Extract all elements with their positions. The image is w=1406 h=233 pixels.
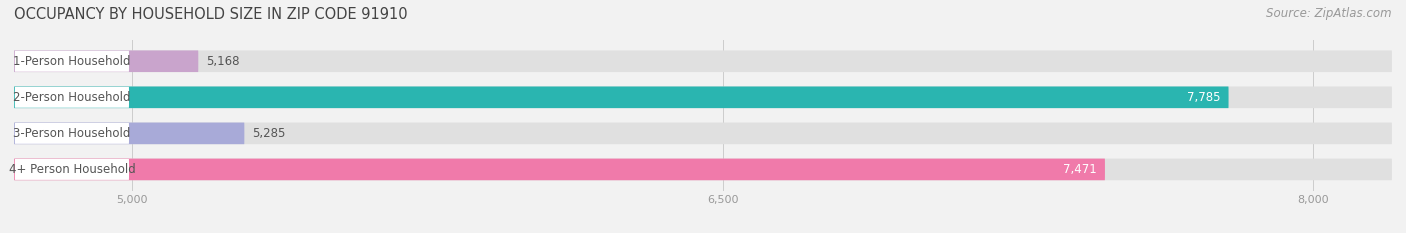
FancyBboxPatch shape xyxy=(14,123,1392,144)
FancyBboxPatch shape xyxy=(14,50,198,72)
FancyBboxPatch shape xyxy=(14,159,1105,180)
FancyBboxPatch shape xyxy=(15,123,129,144)
Text: 4+ Person Household: 4+ Person Household xyxy=(8,163,135,176)
Text: 3-Person Household: 3-Person Household xyxy=(13,127,131,140)
FancyBboxPatch shape xyxy=(15,159,129,180)
FancyBboxPatch shape xyxy=(14,50,1392,72)
Text: 1-Person Household: 1-Person Household xyxy=(13,55,131,68)
Text: 7,785: 7,785 xyxy=(1187,91,1220,104)
FancyBboxPatch shape xyxy=(14,86,1229,108)
FancyBboxPatch shape xyxy=(14,123,245,144)
FancyBboxPatch shape xyxy=(14,159,1392,180)
FancyBboxPatch shape xyxy=(15,87,129,108)
Text: 5,168: 5,168 xyxy=(207,55,239,68)
FancyBboxPatch shape xyxy=(14,86,1392,108)
FancyBboxPatch shape xyxy=(15,51,129,72)
Text: Source: ZipAtlas.com: Source: ZipAtlas.com xyxy=(1267,7,1392,20)
Text: 5,285: 5,285 xyxy=(252,127,285,140)
Text: 2-Person Household: 2-Person Household xyxy=(13,91,131,104)
Text: OCCUPANCY BY HOUSEHOLD SIZE IN ZIP CODE 91910: OCCUPANCY BY HOUSEHOLD SIZE IN ZIP CODE … xyxy=(14,7,408,22)
Text: 7,471: 7,471 xyxy=(1063,163,1097,176)
